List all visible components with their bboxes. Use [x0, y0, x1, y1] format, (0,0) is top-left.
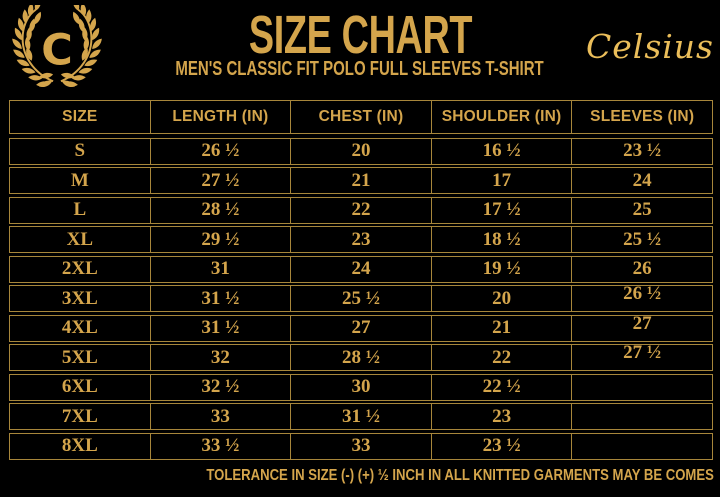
table-cell-sleeves — [571, 374, 712, 400]
column-header-chest: CHEST (IN) — [290, 101, 431, 133]
page-title: SIZE CHART — [248, 5, 472, 65]
table-cell-shoulder: 19 ½ — [430, 256, 572, 282]
table-cell-sleeves: 27 — [571, 315, 712, 341]
table-row: S 26 ½ 20 16 ½ 23 ½ — [9, 137, 713, 165]
table-cell-chest: 25 ½ — [290, 286, 431, 311]
table-cell-sleeves: 26 — [571, 256, 712, 282]
table-cell-sleeves: 26 ½ — [571, 286, 712, 311]
table-cell-sleeves: 24 — [571, 168, 712, 193]
size-table: SIZE LENGTH (IN) CHEST (IN) SHOULDER (IN… — [9, 100, 713, 462]
table-cell-shoulder: 23 ½ — [430, 433, 572, 459]
table-cell-size: 4XL — [61, 317, 98, 338]
table-cell-size: XL — [66, 228, 93, 250]
table-row: L 28 ½ 22 17 ½ 25 — [9, 196, 713, 224]
table-cell-size: S — [74, 140, 86, 161]
table-cell-length: 33 — [149, 404, 291, 429]
table-row: M 27 ½ 21 17 24 — [9, 167, 713, 194]
table-cell-shoulder: 20 — [430, 286, 572, 311]
table-cell-size: L — [73, 199, 87, 220]
table-cell-shoulder: 17 ½ — [430, 197, 572, 223]
footer: TOLERANCE IN SIZE (-) (+) ½ INCH IN ALL … — [0, 466, 714, 487]
table-cell-chest: 28 ½ — [290, 345, 431, 370]
table-row: 8XL 33 ½ 33 23 ½ — [9, 432, 713, 460]
table-cell-size: 5XL — [61, 346, 98, 368]
table-cell-shoulder: 17 — [430, 168, 572, 193]
table-cell-chest: 24 — [290, 256, 431, 282]
table-cell-chest: 21 — [290, 168, 431, 193]
table-cell-shoulder: 21 — [430, 315, 572, 341]
table-row: XL 29 ½ 23 18 ½ 25 ½ — [9, 226, 713, 253]
table-row: 4XL 31 ½ 27 21 27 — [9, 314, 713, 342]
table-cell-length: 31 — [149, 256, 291, 282]
table-cell-length: 29 ½ — [149, 227, 291, 252]
table-cell-size: 3XL — [61, 287, 98, 309]
table-row: 5XL 32 28 ½ 22 27 ½ — [9, 344, 713, 371]
column-header-shoulder: SHOULDER (IN) — [430, 101, 572, 133]
table-row: 2XL 31 24 19 ½ 26 — [9, 255, 713, 283]
column-header-sleeves: SLEEVES (IN) — [571, 101, 712, 133]
table-row: 6XL 32 ½ 30 22 ½ — [9, 373, 713, 401]
table-cell-length: 26 ½ — [149, 138, 291, 164]
table-cell-shoulder: 18 ½ — [430, 227, 572, 252]
table-cell-size: 2XL — [61, 258, 98, 279]
table-cell-sleeves: 27 ½ — [571, 345, 712, 370]
table-cell-length: 31 ½ — [149, 286, 291, 311]
table-cell-chest: 20 — [290, 138, 431, 164]
table-cell-length: 27 ½ — [149, 168, 291, 193]
table-cell-chest: 27 — [290, 315, 431, 341]
table-cell-shoulder: 22 ½ — [430, 374, 572, 400]
brand-laurel-logo: C — [8, 5, 106, 91]
table-cell-chest: 33 — [290, 433, 431, 459]
table-cell-sleeves: 25 — [571, 197, 712, 223]
table-cell-shoulder: 22 — [430, 345, 572, 370]
table-row: 7XL 33 31 ½ 23 — [9, 403, 713, 430]
column-header-length: LENGTH (IN) — [149, 101, 291, 133]
table-cell-sleeves: 23 ½ — [571, 138, 712, 164]
table-cell-size: 8XL — [61, 435, 98, 456]
table-cell-shoulder: 16 ½ — [430, 138, 572, 164]
table-cell-length: 33 ½ — [149, 433, 291, 459]
logo-letter: C — [41, 26, 73, 76]
table-cell-sleeves — [571, 433, 712, 459]
table-cell-shoulder: 23 — [430, 404, 572, 429]
header: C SIZE CHART MEN'S CLASSIC FIT POLO FULL… — [0, 0, 720, 98]
table-cell-size: 7XL — [61, 405, 98, 427]
table-cell-sleeves: 25 ½ — [571, 227, 712, 252]
brand-name: Celsius — [585, 27, 714, 66]
table-cell-size: 6XL — [61, 376, 98, 397]
table-cell-length: 31 ½ — [149, 315, 291, 341]
table-cell-length: 32 — [149, 345, 291, 370]
table-header-row: SIZE LENGTH (IN) CHEST (IN) SHOULDER (IN… — [9, 100, 713, 134]
table-cell-sleeves — [571, 404, 712, 429]
column-header-size: SIZE — [62, 108, 98, 125]
table-cell-chest: 31 ½ — [290, 404, 431, 429]
table-cell-length: 32 ½ — [149, 374, 291, 400]
page-subtitle: MEN'S CLASSIC FIT POLO FULL SLEEVES T-SH… — [175, 58, 545, 80]
table-cell-size: M — [70, 169, 89, 191]
table-row: 3XL 31 ½ 25 ½ 20 26 ½ — [9, 285, 713, 312]
tolerance-note: TOLERANCE IN SIZE (-) (+) ½ INCH IN ALL … — [206, 467, 714, 484]
table-cell-chest: 22 — [290, 197, 431, 223]
table-cell-chest: 30 — [290, 374, 431, 400]
table-cell-length: 28 ½ — [149, 197, 291, 223]
table-cell-chest: 23 — [290, 227, 431, 252]
